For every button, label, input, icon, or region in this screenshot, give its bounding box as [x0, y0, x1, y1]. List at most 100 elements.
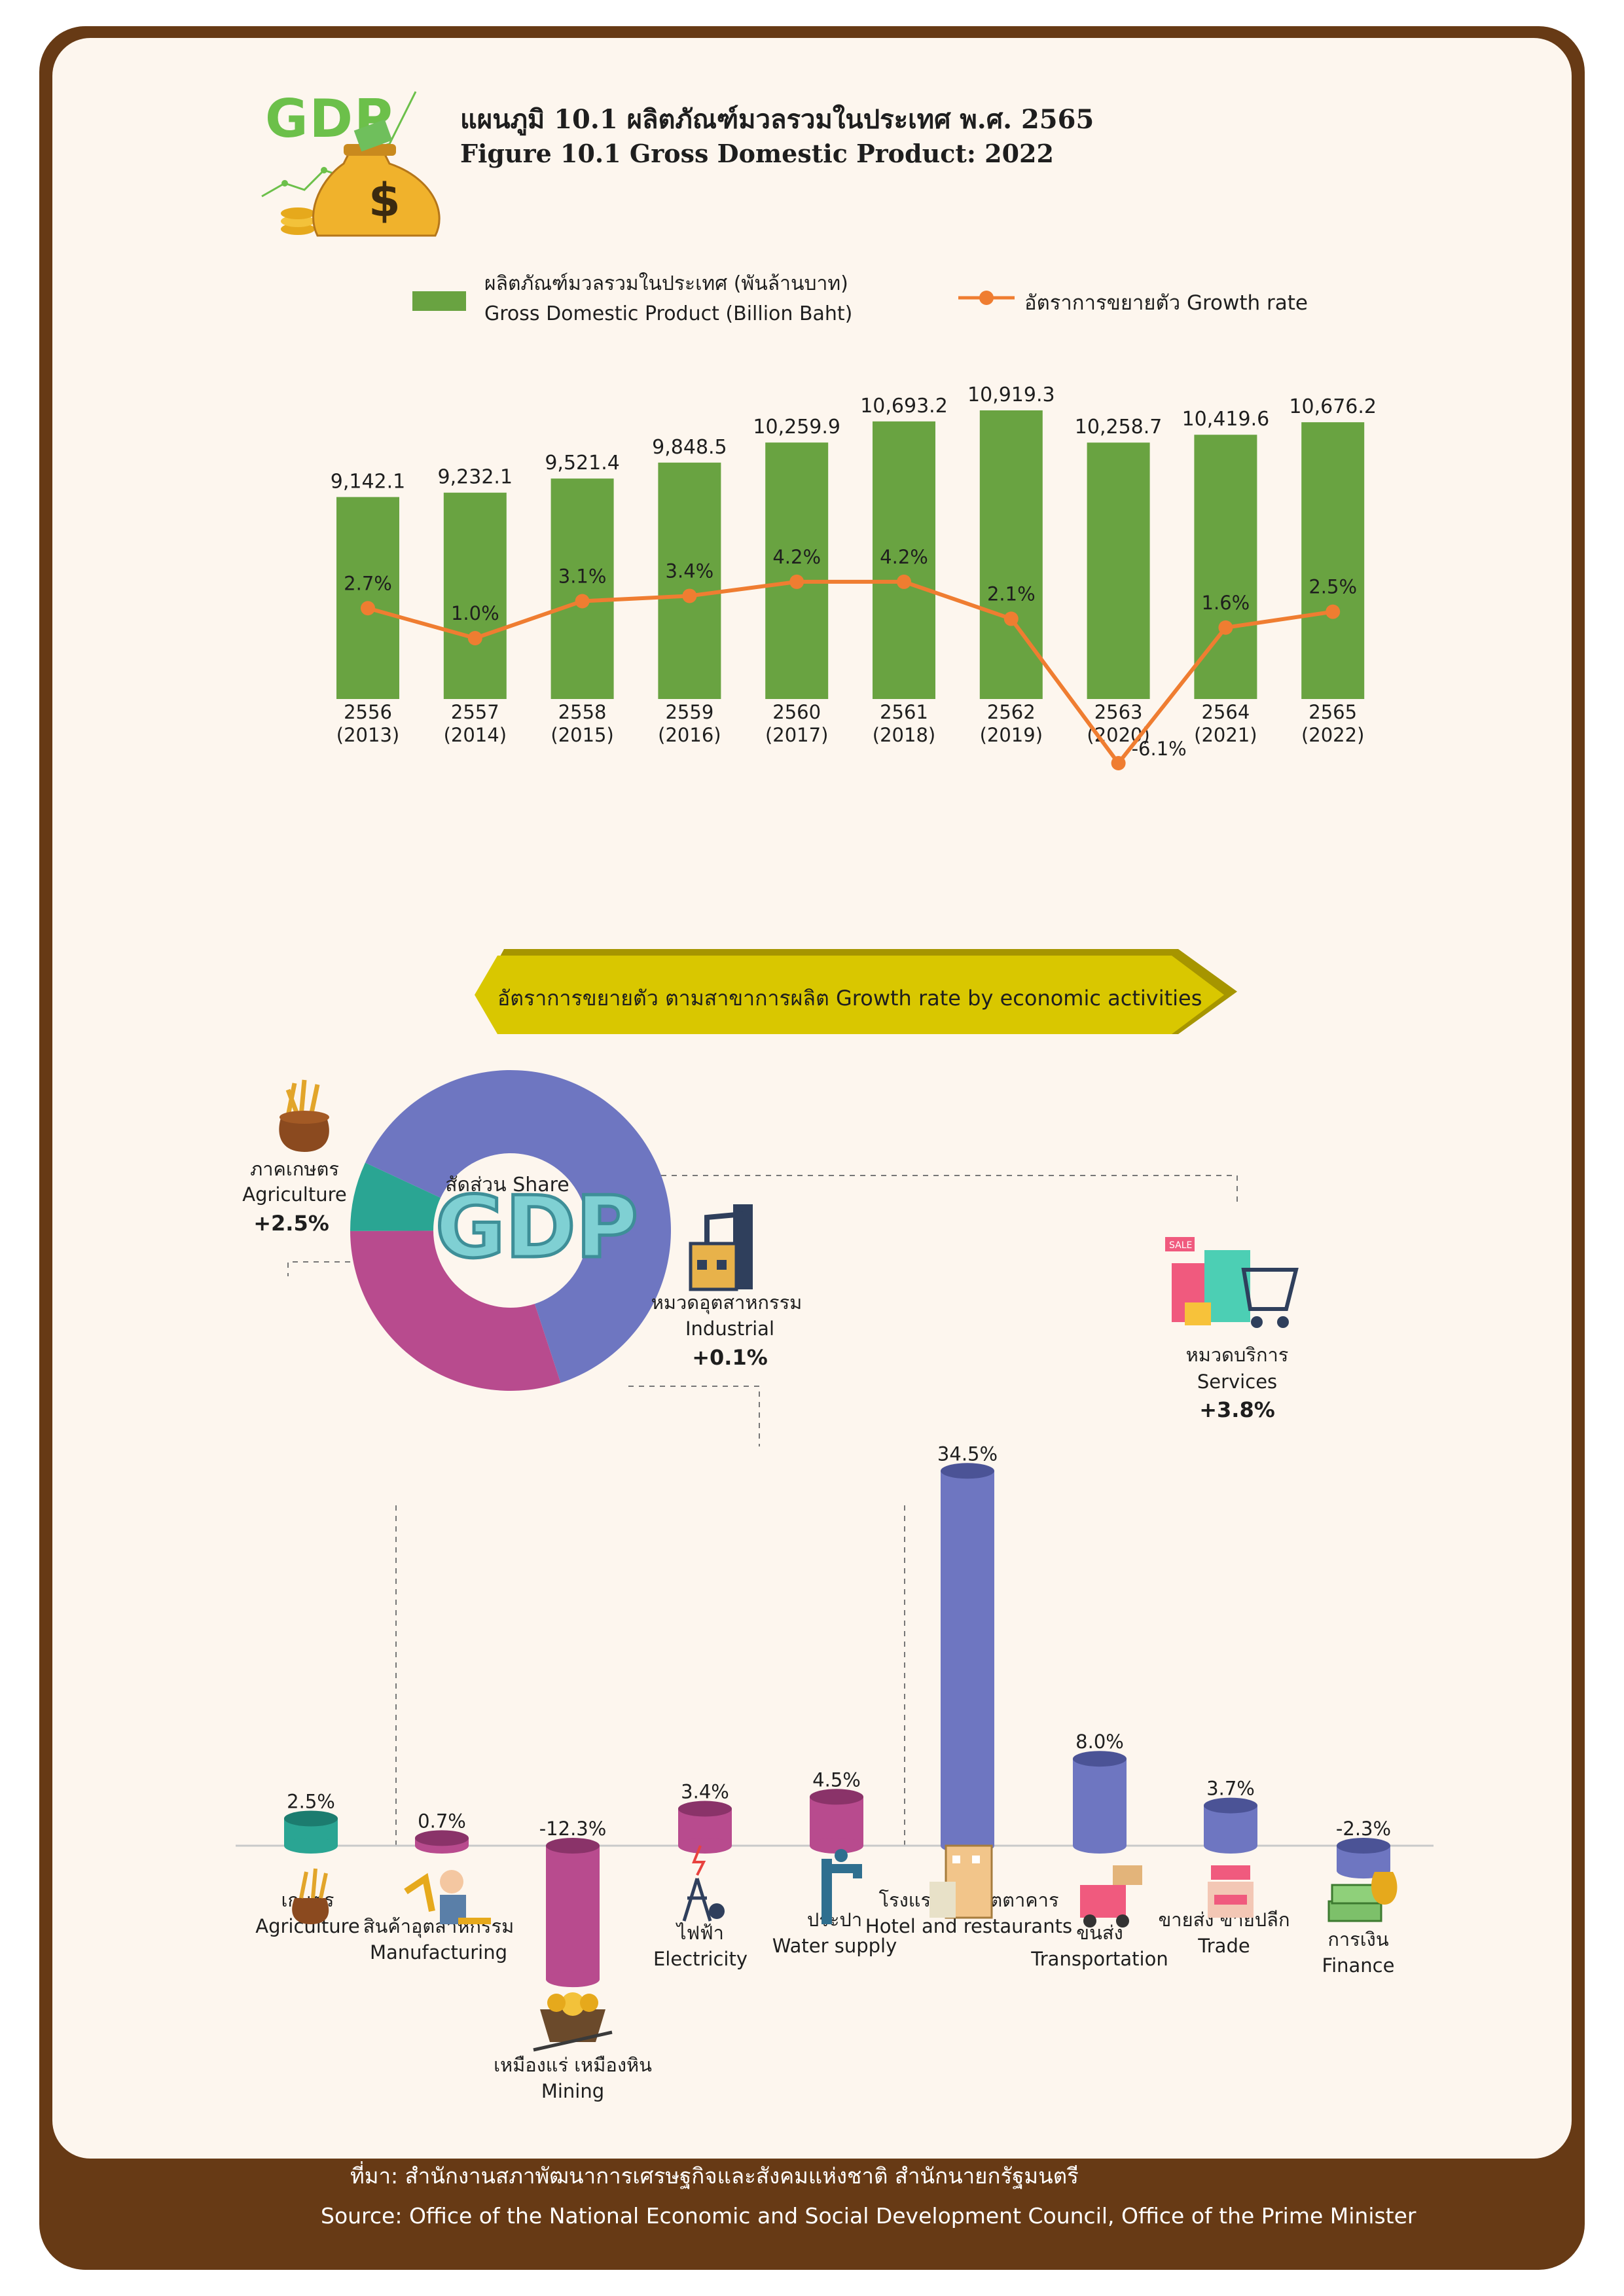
legend-growth-swatch	[958, 291, 1015, 305]
factory-icon	[689, 1204, 753, 1291]
activity-label-en: Water supply	[772, 1935, 897, 1957]
x-tick-year-th: 2561	[880, 701, 928, 723]
growth-point	[1218, 620, 1233, 635]
activity-bar-base	[1073, 1838, 1127, 1854]
activity-bar-top	[1337, 1838, 1390, 1854]
growth-label: 4.2%	[772, 546, 821, 568]
shopping-cart-icon: SALE	[1165, 1237, 1299, 1328]
activity-bar	[941, 1471, 994, 1846]
x-tick-year-en: (2014)	[444, 724, 507, 746]
svg-text:$: $	[369, 173, 401, 227]
activity-bar-base	[1204, 1838, 1257, 1854]
activity-growth-chart: 2.5% 0.7% -12.3% 3.4% 4.5% 34.5% 8.0% 3.7% -2.3%	[236, 1443, 1434, 1988]
legend-gdp-th: ผลิตภัณฑ์มวลรวมในประเทศ (พันล้านบาท)	[484, 272, 848, 295]
growth-point	[789, 574, 804, 589]
legend-gdp-en: Gross Domestic Product (Billion Baht)	[484, 302, 853, 325]
gdp-share-donut: GDP สัดส่วน Share	[350, 1070, 671, 1391]
x-tick-year-en: (2022)	[1301, 724, 1364, 746]
connector-lines	[287, 1175, 1238, 1846]
growth-point	[575, 594, 590, 609]
activity-bar	[1073, 1759, 1127, 1846]
activity-bar-base	[546, 1971, 600, 1988]
gdp-bar-label: 10,419.6	[1182, 408, 1270, 431]
activity-bar-top	[1204, 1797, 1257, 1814]
growth-label: 4.2%	[880, 546, 928, 568]
figure-title-th: แผนภูมิ 10.1 ผลิตภัณฑ์มวลรวมในประเทศ พ.ศ…	[460, 104, 1094, 135]
growth-line	[367, 579, 1333, 766]
activity-bar-label: 4.5%	[812, 1768, 861, 1791]
activity-label-en: Electricity	[653, 1948, 748, 1970]
growth-label: 1.6%	[1202, 592, 1250, 614]
activity-bar-label: 2.5%	[287, 1791, 335, 1813]
donut-segment-industrial	[350, 1230, 561, 1391]
svg-text:SALE: SALE	[1169, 1240, 1192, 1251]
activity-bar-top	[1073, 1751, 1127, 1767]
gdp-bar	[550, 478, 614, 699]
hotel-icon	[929, 1844, 993, 1919]
activity-label-en: Finance	[1322, 1954, 1395, 1977]
x-tick-year-en: (2015)	[550, 724, 613, 746]
growth-label: 2.7%	[344, 572, 392, 594]
activity-label-th: ขนส่ง	[1076, 1922, 1123, 1944]
gdp-bar-label: 10,919.3	[967, 384, 1055, 406]
growth-label: 1.0%	[451, 602, 499, 624]
activity-label-en: Transportation	[1031, 1948, 1168, 1970]
growth-point	[1326, 604, 1341, 619]
x-tick-year-en: (2017)	[765, 724, 828, 746]
pie-label-services-th: หมวดบริการ	[1185, 1344, 1289, 1366]
gdp-bar	[873, 421, 935, 699]
pie-label-agriculture-th: ภาคเกษตร	[250, 1158, 339, 1180]
gdp-bar-line-chart: 9,142.1 2556(2013) 9,232.1 2557(2014) 9,521.…	[331, 384, 1377, 770]
agriculture-icon	[292, 1868, 329, 1924]
x-tick-year-th: 2559	[665, 701, 713, 723]
activity-bar-label: 34.5%	[937, 1443, 998, 1465]
gdp-bar-label: 9,142.1	[331, 470, 406, 493]
donut-share-label: สัดส่วน Share	[445, 1174, 569, 1196]
gdp-bar-label: 10,258.7	[1075, 416, 1163, 439]
donut-segment-agriculture	[350, 1162, 441, 1231]
x-tick-year-th: 2558	[558, 701, 607, 723]
money-bag-icon: $	[261, 91, 441, 237]
x-tick-year-en: (2018)	[873, 724, 935, 746]
growth-point	[682, 588, 697, 603]
money-stack-icon	[1327, 1872, 1398, 1922]
x-tick-year-th: 2557	[451, 701, 499, 723]
x-tick-year-th: 2560	[772, 701, 821, 723]
gdp-bar-label: 9,232.1	[438, 466, 513, 489]
section-banner-title: อัตราการขยายตัว ตามสาขาการผลิต Growth ra…	[497, 986, 1202, 1011]
activity-bar-label: -12.3%	[539, 1818, 607, 1840]
activity-bar-label: 3.7%	[1206, 1778, 1255, 1800]
activity-label-th: เหมืองแร่ เหมืองหิน	[494, 2054, 652, 2076]
source-en: Source: Office of the National Economic …	[321, 2203, 1416, 2229]
gdp-bar-label: 9,848.5	[652, 436, 727, 459]
activity-bar	[546, 1846, 600, 1980]
activity-label-en: Hotel and restaurants	[865, 1915, 1073, 1937]
gdp-bar-label: 10,693.2	[860, 395, 948, 418]
activity-bar-base	[678, 1838, 732, 1854]
pie-label-industrial-value: +0.1%	[692, 1345, 768, 1370]
gdp-bar	[1087, 442, 1150, 699]
activity-bar-base	[810, 1838, 863, 1854]
legend-growth: อัตราการขยายตัว Growth rate	[1024, 291, 1308, 315]
mining-cart-icon	[533, 1992, 613, 2052]
activity-icons	[292, 1844, 1398, 2052]
pie-label-industrial-th: หมวดอุตสาหกรรม	[651, 1291, 803, 1314]
pie-label-services-en: Services	[1197, 1371, 1278, 1393]
figure-title-en: Figure 10.1 Gross Domestic Product: 2022	[460, 139, 1054, 168]
manufacturing-icon	[404, 1870, 491, 1924]
gdp-bar-label: 10,676.2	[1289, 395, 1377, 418]
activity-bar-label: 0.7%	[418, 1810, 466, 1832]
activity-bar-top	[415, 1830, 469, 1846]
delivery-truck-icon	[1080, 1865, 1142, 1928]
gdp-bar-label: 10,259.9	[753, 416, 840, 439]
activity-bar-label: 3.4%	[681, 1781, 729, 1803]
water-tap-icon	[821, 1849, 862, 1924]
pie-label-agriculture-en: Agriculture	[242, 1183, 347, 1206]
food-stall-icon	[1208, 1865, 1254, 1918]
growth-label: 3.1%	[558, 565, 607, 588]
growth-point	[1111, 755, 1126, 770]
activity-label-th: ประปา	[806, 1909, 863, 1931]
donut-center-text: GDP	[435, 1177, 638, 1277]
pie-label-services-value: +3.8%	[1199, 1397, 1275, 1422]
x-tick-year-th: 2563	[1094, 701, 1143, 723]
